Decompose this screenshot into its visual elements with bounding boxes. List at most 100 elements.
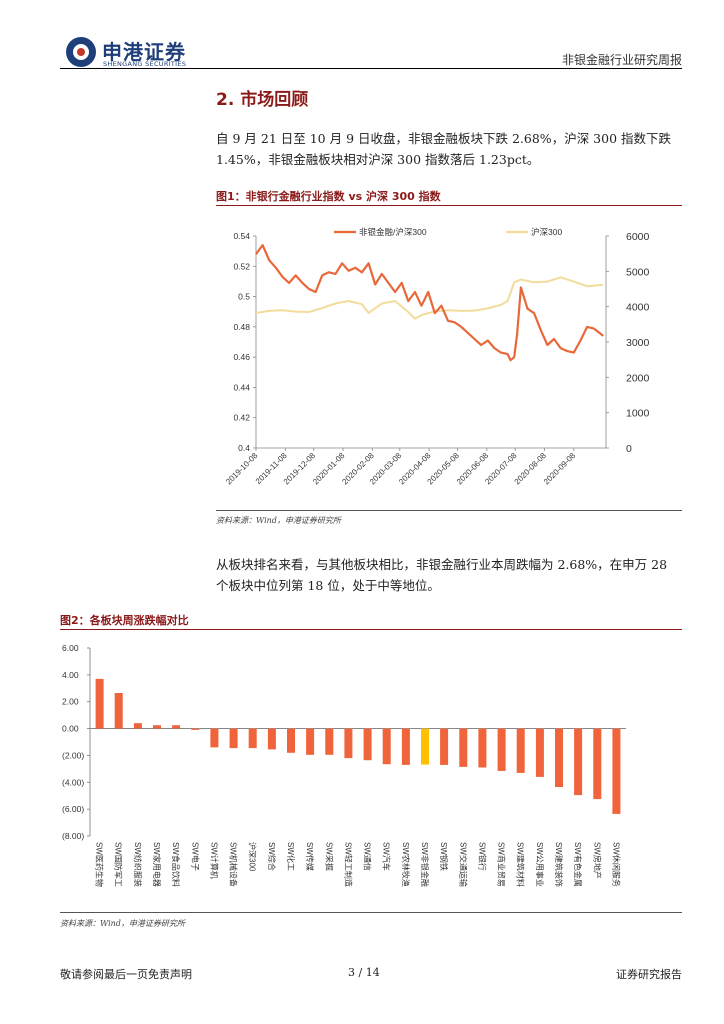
bar-chart-sector-weekly-change: 6.00 4.00 2.00 0.00 (2.00) (4.00) (6.00) (8.00)… bbox=[62, 643, 626, 887]
paragraph-market-review: 自 9 月 21 日至 10 月 9 日收盘，非银金融板块下跌 2.68%，沪深… bbox=[216, 131, 671, 167]
left-tick-label: 0.46 bbox=[233, 352, 250, 362]
logo-mark bbox=[66, 37, 96, 67]
bar-12 bbox=[325, 728, 334, 755]
category-label: SW综合 bbox=[267, 842, 277, 871]
footer-report-type: 证券研究报告 bbox=[616, 968, 682, 981]
bar-7 bbox=[229, 728, 238, 749]
category-label: SW公用事业 bbox=[535, 842, 545, 887]
left-tick-label: 0.4 bbox=[238, 443, 250, 453]
bar-27 bbox=[612, 728, 621, 814]
category-label: SW纺织服装 bbox=[133, 842, 143, 887]
category-label: SW化工 bbox=[286, 842, 296, 871]
series-line-nonbank-ratio bbox=[255, 243, 604, 362]
category-label: SW传媒 bbox=[305, 842, 315, 871]
bar-1 bbox=[114, 693, 123, 729]
right-tick-label: 4000 bbox=[626, 302, 650, 314]
y-tick-label: (8.00) bbox=[62, 831, 84, 841]
section-title: 2. 市场回顾 bbox=[216, 90, 309, 110]
x-tick-label: 2020-09-08 bbox=[542, 451, 578, 487]
y-tick-label: 4.00 bbox=[62, 670, 79, 680]
category-label: SW采掘 bbox=[324, 842, 334, 871]
category-label: SW建筑材料 bbox=[516, 842, 526, 887]
category-label: SW有色金属 bbox=[573, 842, 583, 887]
category-label: SW商业贸易 bbox=[497, 842, 507, 887]
category-label: SW银行 bbox=[477, 842, 487, 871]
bar-24 bbox=[555, 728, 563, 787]
figure2-source-rule bbox=[60, 912, 682, 913]
figure2-title: 图2：各板块周涨跌幅对比 bbox=[60, 614, 189, 627]
left-tick-label: 0.44 bbox=[233, 382, 250, 392]
logo-subtext: SHENGANG SECURITIES bbox=[103, 60, 187, 68]
figure1-source-rule bbox=[216, 510, 682, 511]
category-label: SW休闲服务 bbox=[611, 842, 621, 887]
y-tick-label: (6.00) bbox=[62, 804, 84, 814]
bar-3 bbox=[153, 725, 161, 729]
y-tick-label: 2.00 bbox=[62, 697, 79, 707]
left-tick-label: 0.54 bbox=[233, 231, 250, 241]
figure2-source: 资料来源：Wind，申港证券研究所 bbox=[60, 919, 185, 928]
category-label: SW钢铁 bbox=[439, 842, 449, 871]
bar-18 bbox=[440, 728, 449, 765]
logo-text: 申港证券 bbox=[102, 40, 186, 64]
category-label: SW建筑装饰 bbox=[554, 842, 564, 887]
footer-disclaimer: 敬请参阅最后一页免责声明 bbox=[60, 968, 192, 981]
bar-8 bbox=[248, 728, 257, 749]
bar-2 bbox=[133, 723, 142, 729]
legend-label: 非银金融/沪深300 bbox=[359, 227, 427, 237]
y-tick-label: (4.00) bbox=[62, 777, 84, 787]
category-label: SW电子 bbox=[190, 842, 200, 871]
paragraph-sector-ranking: 从板块排名来看，与其他板块相比，非银金融行业本周跌幅为 2.68%，在申万 28… bbox=[216, 557, 668, 593]
left-tick-label: 0.42 bbox=[233, 413, 250, 423]
bar-4 bbox=[172, 725, 181, 729]
y-tick-label: 6.00 bbox=[62, 643, 79, 653]
category-label: SW非银金融 bbox=[420, 842, 430, 887]
category-label: SW轻工制造 bbox=[343, 842, 353, 887]
bar-0 bbox=[95, 678, 104, 729]
bar-15 bbox=[382, 728, 391, 765]
figure1-title: 图1：非银行金融行业指数 vs 沪深 300 指数 bbox=[216, 190, 441, 203]
category-label: 沪深300 bbox=[248, 842, 258, 872]
category-label: SW医药生物 bbox=[95, 842, 105, 887]
category-label: SW汽车 bbox=[382, 842, 392, 871]
category-label: SW国防军工 bbox=[114, 842, 124, 887]
bar-13 bbox=[344, 728, 353, 759]
y-tick-label: 0.00 bbox=[62, 724, 79, 734]
bar-21 bbox=[497, 728, 506, 771]
right-tick-label: 2000 bbox=[626, 372, 650, 384]
bar-26 bbox=[593, 728, 602, 800]
category-label: SW通信 bbox=[363, 842, 373, 871]
category-label: SW食品饮料 bbox=[171, 842, 181, 887]
bar-17 bbox=[421, 728, 429, 765]
category-label: SW房地产 bbox=[592, 842, 602, 879]
line-chart-index-comparison: 0.4 0.42 0.44 0.46 0.48 0.5 0.52 0.54 0 1000 2000 3… bbox=[224, 227, 650, 487]
report-title: 非银金融行业研究周报 bbox=[561, 53, 682, 67]
bar-9 bbox=[267, 728, 276, 750]
bar-10 bbox=[287, 728, 295, 753]
bar-6 bbox=[210, 728, 219, 748]
bar-25 bbox=[574, 728, 583, 796]
right-tick-label: 6000 bbox=[626, 231, 650, 243]
figure2-rule bbox=[60, 629, 682, 630]
figure1-rule bbox=[216, 205, 682, 206]
category-label: SW计算机 bbox=[209, 842, 219, 879]
series-line-hs300 bbox=[255, 276, 604, 320]
bar-11 bbox=[306, 728, 315, 755]
category-label: SW机械设备 bbox=[229, 842, 239, 887]
right-tick-label: 0 bbox=[626, 443, 632, 455]
legend-label: 沪深300 bbox=[531, 227, 562, 237]
right-tick-label: 5000 bbox=[626, 266, 650, 278]
footer-page-number: 3 / 14 bbox=[348, 966, 380, 979]
category-label: SW家用电器 bbox=[152, 842, 162, 887]
figure1-source: 资料来源：Wind，申港证券研究所 bbox=[216, 516, 341, 525]
category-label: SW交通运输 bbox=[458, 842, 468, 887]
bar-22 bbox=[516, 728, 525, 773]
left-tick-label: 0.48 bbox=[233, 322, 250, 332]
bar-19 bbox=[459, 728, 468, 767]
right-tick-label: 3000 bbox=[626, 337, 650, 349]
category-label: SW农林牧渔 bbox=[401, 842, 411, 887]
left-tick-label: 0.5 bbox=[238, 292, 250, 302]
bar-14 bbox=[363, 728, 372, 761]
y-tick-label: (2.00) bbox=[62, 750, 84, 760]
left-tick-label: 0.52 bbox=[233, 261, 250, 271]
bar-16 bbox=[401, 728, 410, 765]
